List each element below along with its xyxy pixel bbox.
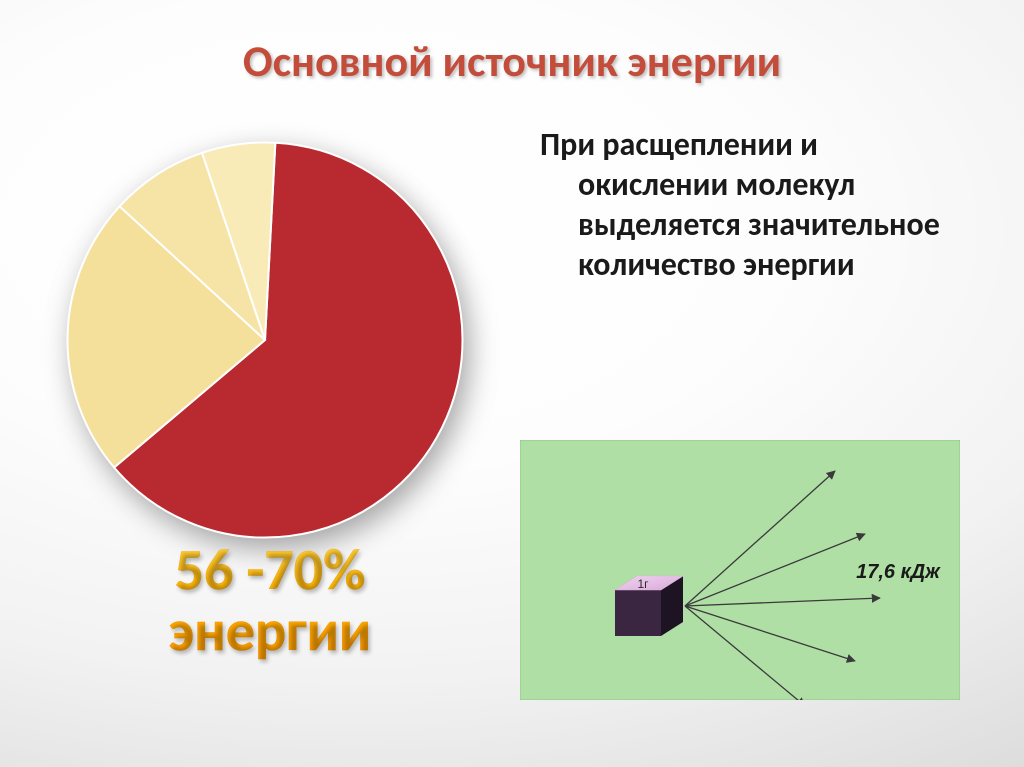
body-first-line: При расщеплении и (540, 125, 980, 165)
body-paragraph: При расщеплении и окислении молекул выде… (540, 125, 980, 285)
pie-caption: 56 -70% энергии (90, 540, 450, 662)
energy-diagram: 1г 17,6 кДж (520, 440, 960, 700)
cube-front (615, 590, 661, 636)
slide-title: Основной источник энергии (0, 34, 1024, 88)
body-rest: окислении молекул выделяется значительно… (540, 165, 980, 285)
pie-chart (60, 135, 470, 545)
pie-caption-line2: энергии (169, 595, 371, 666)
energy-value: 17,6 кДж (856, 561, 941, 583)
cube-label: 1г (637, 577, 649, 591)
